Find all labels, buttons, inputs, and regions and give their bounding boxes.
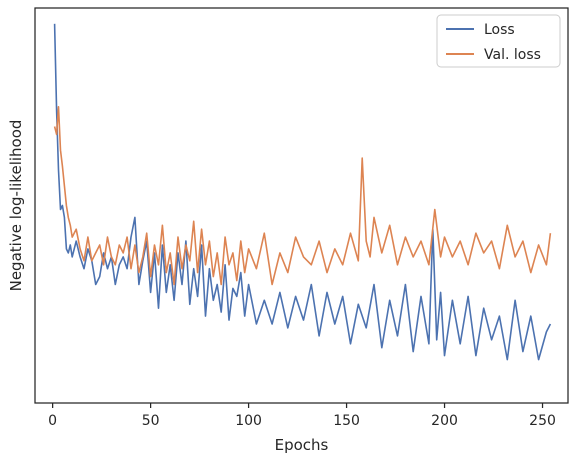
series-line-loss: [53, 23, 552, 361]
x-tick-label: 200: [431, 413, 458, 429]
plot-frame: [34, 7, 569, 404]
x-tick-label: 0: [48, 413, 57, 429]
x-tick-label: 150: [333, 413, 360, 429]
y-axis-label: Negative log-likelihood: [7, 120, 25, 292]
tick-marks: [52, 403, 544, 408]
legend-label-loss: Loss: [484, 22, 515, 38]
series-line-val-loss: [53, 106, 552, 286]
legend-label-val-loss: Val. loss: [484, 47, 541, 63]
x-tick-label: 250: [529, 413, 556, 429]
x-tick-label: 100: [235, 413, 262, 429]
tick-labels: 0 50 100 150 200 250: [48, 413, 556, 429]
legend: Loss Val. loss: [436, 14, 561, 68]
x-axis-label: Epochs: [275, 436, 329, 454]
series-lines: [53, 23, 552, 361]
x-tick-label: 50: [142, 413, 160, 429]
